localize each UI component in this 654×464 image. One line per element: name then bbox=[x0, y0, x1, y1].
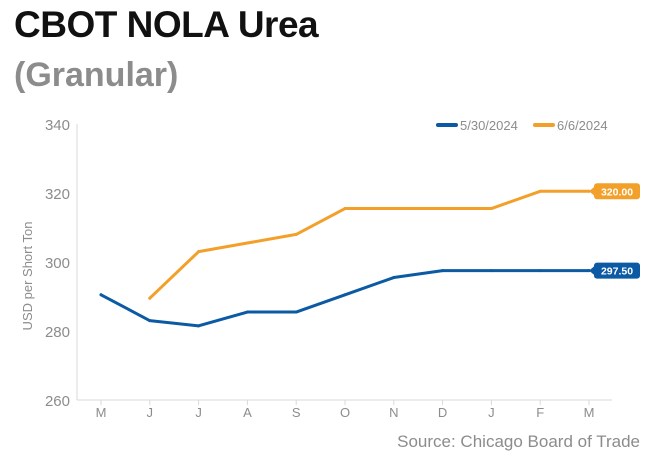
data-point bbox=[197, 324, 201, 328]
x-tick-label: F bbox=[536, 405, 544, 420]
series-line-2 bbox=[148, 189, 591, 300]
y-tick-label: 280 bbox=[45, 324, 70, 341]
data-point bbox=[392, 207, 396, 211]
end-value-badge bbox=[594, 262, 640, 279]
x-tick-label: D bbox=[438, 405, 447, 420]
data-point bbox=[343, 207, 347, 211]
end-value-label: 320.00 bbox=[601, 186, 633, 198]
end-value-label: 297.50 bbox=[601, 266, 633, 278]
x-tick-label: S bbox=[292, 405, 301, 420]
data-point bbox=[441, 269, 445, 273]
data-point bbox=[245, 241, 249, 245]
data-point bbox=[538, 269, 542, 273]
end-value-badge bbox=[594, 183, 640, 200]
chart-subtitle: (Granular) bbox=[14, 56, 179, 94]
x-tick-label: O bbox=[340, 405, 350, 420]
y-axis-label: USD per Short Ton bbox=[20, 222, 35, 331]
chart-title: CBOT NOLA Urea bbox=[14, 4, 319, 45]
data-point bbox=[148, 319, 152, 323]
chart-axes: 260 280 300 320 340 M J J A S O N D J F M USD per Short … bbox=[20, 117, 612, 420]
y-tick-label: 260 bbox=[45, 393, 70, 410]
end-value-badge-pointer bbox=[589, 186, 595, 197]
y-tick-label: 320 bbox=[45, 186, 70, 203]
x-tick-label: M bbox=[96, 405, 107, 420]
legend-label: 5/30/2024 bbox=[460, 118, 518, 133]
x-tick-label: J bbox=[195, 405, 202, 420]
series-line-1 bbox=[99, 269, 591, 328]
legend-label: 6/6/2024 bbox=[557, 118, 608, 133]
x-tick-label: M bbox=[584, 405, 595, 420]
chart-series: 297.50 320.00 bbox=[99, 183, 640, 328]
x-tick-label: N bbox=[389, 405, 398, 420]
data-point bbox=[441, 207, 445, 211]
source-note: Source: Chicago Board of Trade bbox=[397, 432, 640, 451]
chart-legend: 5/30/2024 6/6/2024 bbox=[436, 118, 608, 133]
data-point bbox=[489, 269, 493, 273]
data-point bbox=[294, 310, 298, 314]
data-point bbox=[99, 293, 103, 297]
data-point bbox=[343, 293, 347, 297]
end-value-badge-pointer bbox=[589, 265, 595, 276]
data-point bbox=[294, 232, 298, 236]
data-point bbox=[148, 296, 152, 300]
y-tick-label: 300 bbox=[45, 255, 70, 272]
data-point bbox=[245, 310, 249, 314]
y-tick-label: 340 bbox=[45, 117, 70, 134]
x-tick-label: A bbox=[243, 405, 252, 420]
x-tick-label: J bbox=[488, 405, 495, 420]
data-point bbox=[489, 207, 493, 211]
data-point bbox=[197, 250, 201, 254]
data-point bbox=[538, 189, 542, 193]
data-point bbox=[392, 276, 396, 280]
x-tick-label: J bbox=[147, 405, 154, 420]
